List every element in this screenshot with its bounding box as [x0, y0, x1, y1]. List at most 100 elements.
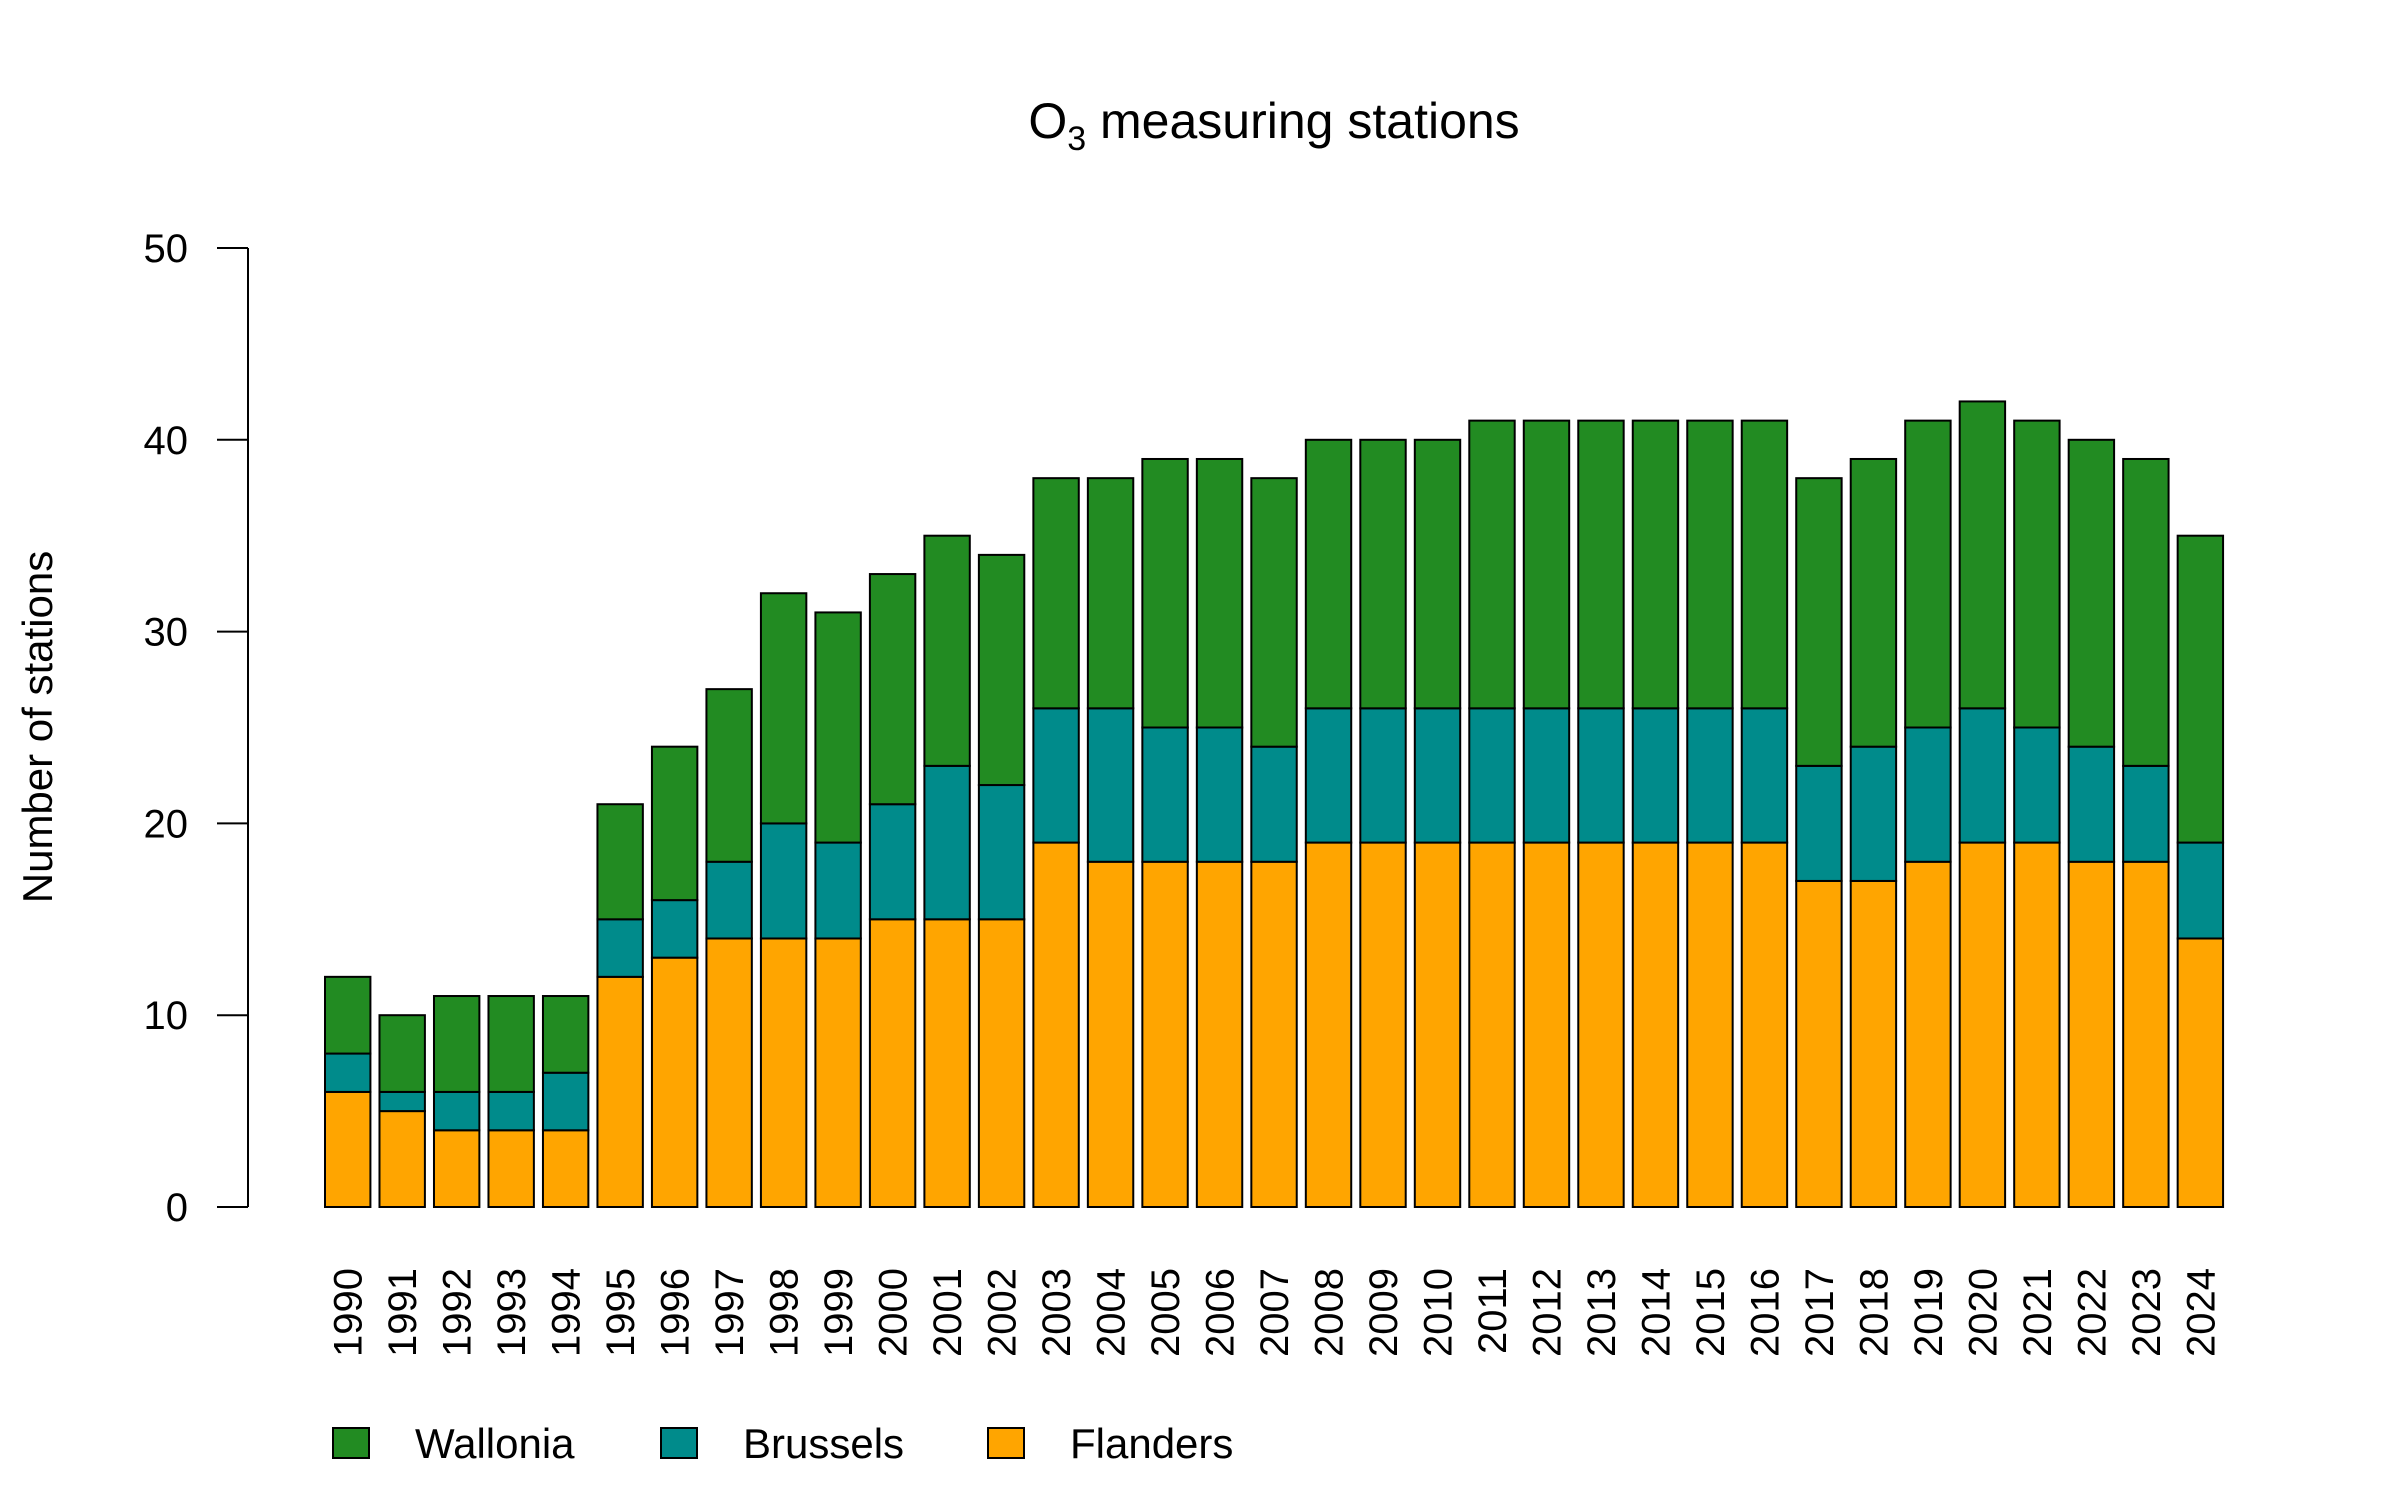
- chart-title: O3 measuring stations: [1028, 93, 1519, 158]
- bar-flanders-1996: [650, 956, 699, 1208]
- x-tick-label: 2019: [1907, 1268, 1951, 1357]
- bar-wallonia-2023: [2122, 457, 2170, 767]
- bar-brussels-2009: [1359, 707, 1407, 844]
- x-tick-label: 2010: [1417, 1268, 1461, 1357]
- bar-flanders-1991: [378, 1110, 426, 1208]
- bar-wallonia-1997: [705, 688, 753, 863]
- legend-item-flanders: Flanders: [987, 1420, 1233, 1467]
- bar-brussels-2012: [1522, 707, 1571, 844]
- bar-brussels-1994: [541, 1071, 590, 1132]
- bar-flanders-2010: [1413, 841, 1462, 1209]
- bar-brussels-2003: [1032, 707, 1080, 844]
- bar-brussels-1991: [378, 1090, 426, 1113]
- x-tick-label: 1999: [817, 1268, 861, 1357]
- x-tick-label: 1993: [490, 1268, 534, 1357]
- bar-flanders-2023: [2122, 860, 2170, 1208]
- bar-brussels-2020: [1958, 707, 2007, 844]
- legend-label: Wallonia: [415, 1420, 575, 1467]
- y-tick-label: 10: [144, 994, 189, 1038]
- x-tick-label: 1996: [654, 1268, 698, 1357]
- bar-flanders-2014: [1631, 841, 1680, 1209]
- bar-brussels-2021: [2013, 726, 2061, 844]
- x-tick-label: 1991: [381, 1268, 425, 1357]
- bar-flanders-2020: [1958, 841, 2007, 1209]
- bar-flanders-2001: [923, 918, 971, 1208]
- bar-flanders-1993: [487, 1129, 535, 1209]
- bar-wallonia-2014: [1631, 419, 1680, 710]
- bar-brussels-1992: [432, 1090, 481, 1132]
- bar-flanders-2003: [1032, 841, 1080, 1209]
- x-tick-label: 2021: [2016, 1268, 2060, 1357]
- x-tick-label: 1992: [436, 1268, 480, 1357]
- legend-item-wallonia: Wallonia: [332, 1420, 575, 1467]
- bar-wallonia-2013: [1577, 419, 1625, 710]
- title-subscript: 3: [1067, 120, 1086, 158]
- x-tick-label: 2020: [1961, 1268, 2005, 1357]
- bar-brussels-2005: [1141, 726, 1189, 863]
- bar-flanders-2000: [868, 918, 917, 1208]
- bar-wallonia-2018: [1849, 457, 1898, 748]
- bar-flanders-2012: [1522, 841, 1571, 1209]
- bar-brussels-2016: [1740, 707, 1789, 844]
- x-tick-label: 1995: [599, 1268, 643, 1357]
- bar-wallonia-2015: [1686, 419, 1734, 710]
- bar-wallonia-2019: [1904, 419, 1952, 729]
- bar-flanders-1998: [759, 937, 808, 1208]
- x-tick-label: 2024: [2179, 1268, 2223, 1357]
- bar-brussels-1997: [705, 860, 753, 940]
- x-axis-labels: 1990 1991 1992 1993 1994 1995 1996 1997 1998 1999…: [327, 1268, 2224, 1357]
- bar-brussels-2004: [1086, 707, 1135, 863]
- bar-brussels-2024: [2176, 841, 2225, 940]
- x-tick-label: 2013: [1580, 1268, 1624, 1357]
- x-tick-label: 2002: [981, 1268, 1025, 1357]
- bar-wallonia-1998: [759, 592, 808, 825]
- bar-flanders-2016: [1740, 841, 1789, 1209]
- bar-wallonia-1995: [596, 803, 644, 921]
- bar-wallonia-2010: [1413, 438, 1462, 710]
- y-tick-label: 50: [144, 227, 189, 271]
- x-tick-label: 1997: [708, 1268, 752, 1357]
- bar-flanders-2004: [1086, 860, 1135, 1208]
- bar-flanders-2022: [2067, 860, 2116, 1208]
- bar-wallonia-1993: [487, 995, 535, 1093]
- bar-wallonia-2002: [977, 553, 1026, 787]
- bar-brussels-2010: [1413, 707, 1462, 844]
- bar-flanders-1992: [432, 1129, 481, 1209]
- bar-brussels-2017: [1795, 764, 1843, 882]
- legend-swatch: [660, 1427, 698, 1459]
- bar-brussels-2019: [1904, 726, 1952, 863]
- legend-label: Flanders: [1070, 1420, 1233, 1467]
- bar-wallonia-2007: [1250, 477, 1298, 748]
- bar-flanders-2009: [1359, 841, 1407, 1209]
- y-tick-label: 0: [166, 1186, 188, 1230]
- bar-brussels-1990: [324, 1052, 372, 1093]
- x-tick-label: 2006: [1199, 1268, 1243, 1357]
- bar-brussels-2011: [1468, 707, 1516, 844]
- bar-flanders-2017: [1795, 879, 1843, 1208]
- bar-brussels-2000: [868, 803, 917, 921]
- x-tick-label: 2018: [1852, 1268, 1896, 1357]
- legend: Wallonia Brussels Flanders: [332, 1420, 1233, 1467]
- y-tick-label: 40: [144, 419, 189, 463]
- x-tick-label: 2011: [1471, 1268, 1515, 1354]
- legend-item-brussels: Brussels: [660, 1420, 904, 1467]
- bar-wallonia-2004: [1086, 477, 1135, 710]
- x-tick-label: 1998: [763, 1268, 807, 1357]
- x-tick-label: 2015: [1689, 1268, 1733, 1357]
- bar-flanders-2008: [1304, 841, 1353, 1209]
- bar-flanders-2007: [1250, 860, 1298, 1208]
- bar-flanders-2019: [1904, 860, 1952, 1208]
- x-tick-label: 2001: [926, 1268, 970, 1357]
- x-tick-label: 2023: [2125, 1268, 2169, 1357]
- bar-brussels-2023: [2122, 764, 2170, 863]
- bar-flanders-1995: [596, 975, 644, 1209]
- bar-wallonia-2008: [1304, 438, 1353, 710]
- y-tick-label: 30: [144, 611, 189, 655]
- legend-swatch: [332, 1427, 370, 1459]
- legend-swatch: [987, 1427, 1025, 1459]
- bar-flanders-2021: [2013, 841, 2061, 1209]
- bar-wallonia-2001: [923, 534, 971, 767]
- x-tick-label: 2008: [1308, 1268, 1352, 1357]
- bar-wallonia-2024: [2176, 534, 2225, 844]
